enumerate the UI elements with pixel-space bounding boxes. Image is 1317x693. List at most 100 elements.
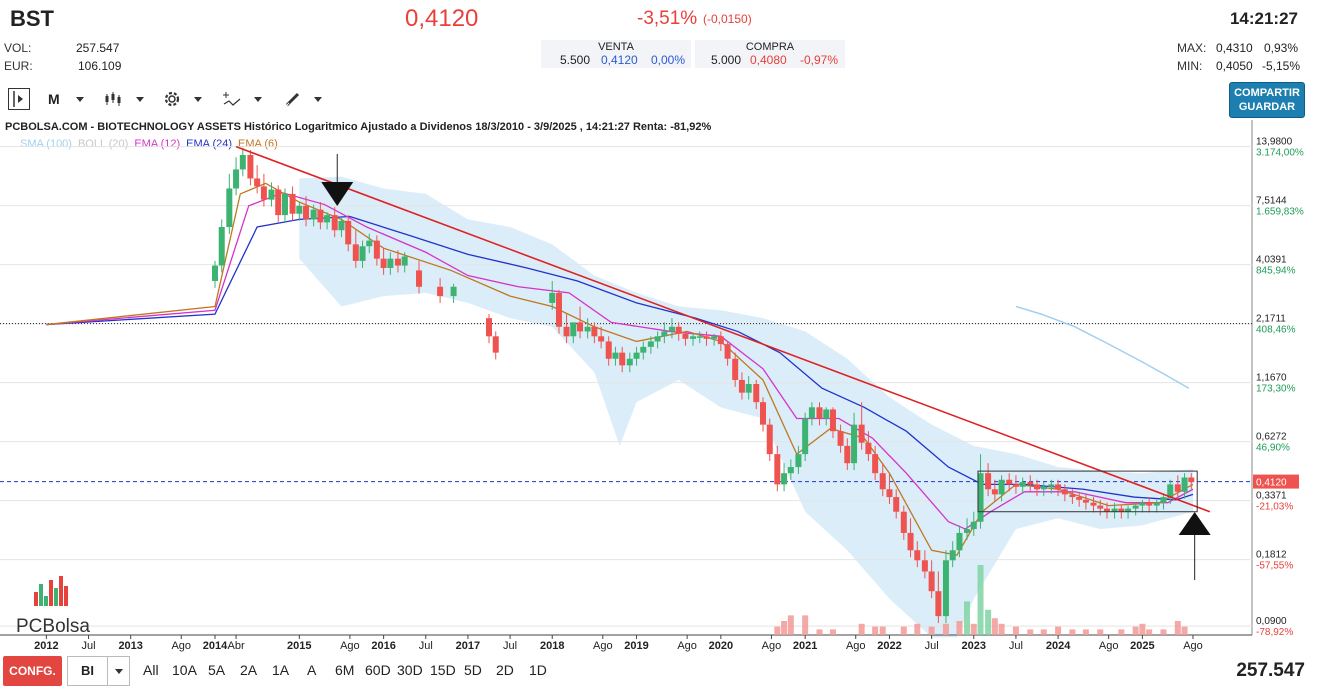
y-tick-label: 2,1711	[1256, 314, 1286, 325]
y-tick-label: 13,9800	[1256, 137, 1293, 148]
candle-body	[1040, 486, 1047, 490]
candle-body	[1146, 502, 1153, 506]
volume-bar	[942, 623, 949, 635]
watermark-text: PCBolsa	[16, 616, 90, 637]
settings-selector[interactable]	[162, 89, 202, 109]
drawing-tools-selector[interactable]	[284, 90, 322, 108]
share-save-button[interactable]: COMPARTIR GUARDAR	[1229, 82, 1305, 118]
last-price-tag-label: 0,4120	[1256, 478, 1287, 489]
candle-body	[760, 402, 767, 425]
pencil-icon	[285, 92, 299, 107]
candle-body	[717, 336, 724, 345]
candle-body	[753, 384, 760, 403]
range-button-a[interactable]: A	[307, 662, 317, 678]
range-button-6m[interactable]: 6M	[335, 662, 355, 678]
trend-line	[235, 145, 1211, 513]
x-tick-label: 2020	[709, 640, 733, 652]
candle-body	[338, 220, 345, 231]
range-button-2a[interactable]: 2A	[240, 662, 258, 678]
range-button-all[interactable]: All	[143, 662, 159, 678]
chart-grid	[0, 120, 1253, 636]
y-tick-label: 7,5144	[1256, 196, 1287, 207]
candle-body	[324, 215, 331, 223]
candle-body	[964, 529, 971, 533]
eur-label: EUR:	[4, 59, 33, 73]
logo-bar	[64, 586, 68, 606]
mode-value: BI	[68, 657, 108, 685]
candle-body	[233, 169, 240, 189]
candle-body	[851, 424, 858, 464]
last-price: 0,4120	[405, 5, 479, 32]
range-button-15d[interactable]: 15D	[430, 662, 456, 678]
compra-price: 0,4080	[750, 53, 787, 67]
range-button-2d[interactable]: 2D	[496, 662, 514, 678]
range-button-30d[interactable]: 30D	[397, 662, 423, 678]
logo-bar	[39, 584, 43, 606]
candle-body	[492, 336, 499, 353]
candle-body	[1082, 499, 1089, 503]
panel-toggle-icon[interactable]	[8, 88, 30, 110]
volume-bar	[1097, 629, 1104, 635]
y-tick-percent: -78,92%	[1256, 627, 1293, 638]
candle-body	[310, 209, 317, 220]
range-button-1d[interactable]: 1D	[529, 662, 547, 678]
range-button-5a[interactable]: 5A	[208, 662, 226, 678]
x-tick-label: Ago	[1099, 640, 1119, 652]
logo-bar	[54, 588, 58, 606]
range-button-10a[interactable]: 10A	[172, 662, 197, 678]
candle-body	[450, 286, 457, 297]
change-absolute: (-0,0150)	[703, 12, 752, 26]
volume-bar	[1118, 629, 1125, 635]
range-button-5d[interactable]: 5D	[464, 662, 482, 678]
candle-body	[1188, 477, 1195, 483]
volume-bar	[829, 629, 836, 635]
candle-body	[774, 454, 781, 485]
candle-body	[1103, 508, 1110, 512]
x-tick-label: Abr	[228, 640, 245, 652]
candle-body	[956, 532, 963, 551]
candle-body	[802, 418, 809, 455]
x-tick-label: Jul	[925, 640, 939, 652]
x-tick-label: Ago	[171, 640, 191, 652]
volume-bar	[914, 623, 921, 635]
range-button-1a[interactable]: 1A	[272, 662, 290, 678]
chevron-down-icon	[115, 668, 123, 674]
candle-body	[732, 358, 739, 380]
volume-bar	[970, 623, 977, 635]
indicators-icon	[222, 92, 241, 106]
config-button[interactable]: CONFG.	[3, 656, 62, 686]
x-tick-label: Jul	[419, 640, 433, 652]
change-percent: -3,51%	[637, 8, 698, 29]
volume-bar	[816, 629, 823, 635]
candle-body	[1118, 508, 1125, 512]
chart-title: PCBOLSA.COM - BIOTECHNOLOGY ASSETS Histó…	[5, 121, 712, 133]
candle-body	[1069, 494, 1076, 498]
mode-select[interactable]: BI	[67, 656, 130, 686]
candle-body	[401, 256, 408, 266]
candle-body	[563, 326, 570, 337]
x-tick-label: 2018	[540, 640, 564, 652]
volume-bar	[1027, 629, 1034, 635]
indicators-selector[interactable]	[222, 91, 262, 107]
candle-body	[211, 265, 218, 281]
candle-body	[928, 571, 935, 592]
y-tick-percent: -57,55%	[1256, 561, 1293, 572]
volume-bar	[781, 621, 788, 635]
candle-body	[991, 489, 998, 495]
candle-body	[1061, 489, 1068, 495]
candle-body	[1153, 502, 1160, 506]
candle-body	[289, 193, 296, 214]
x-tick-label: 2016	[371, 640, 395, 652]
candle-body	[1034, 484, 1041, 490]
eur-value: 106.109	[78, 59, 122, 73]
candle-body	[303, 205, 310, 220]
chevron-down-icon	[75, 96, 84, 102]
interval-selector[interactable]: M	[48, 91, 84, 107]
candle-body	[577, 322, 584, 332]
chart-type-selector[interactable]	[104, 91, 144, 107]
range-button-60d[interactable]: 60D	[365, 662, 391, 678]
candle-body	[724, 344, 731, 359]
volume-bar	[964, 601, 971, 635]
candle-body	[268, 189, 275, 200]
